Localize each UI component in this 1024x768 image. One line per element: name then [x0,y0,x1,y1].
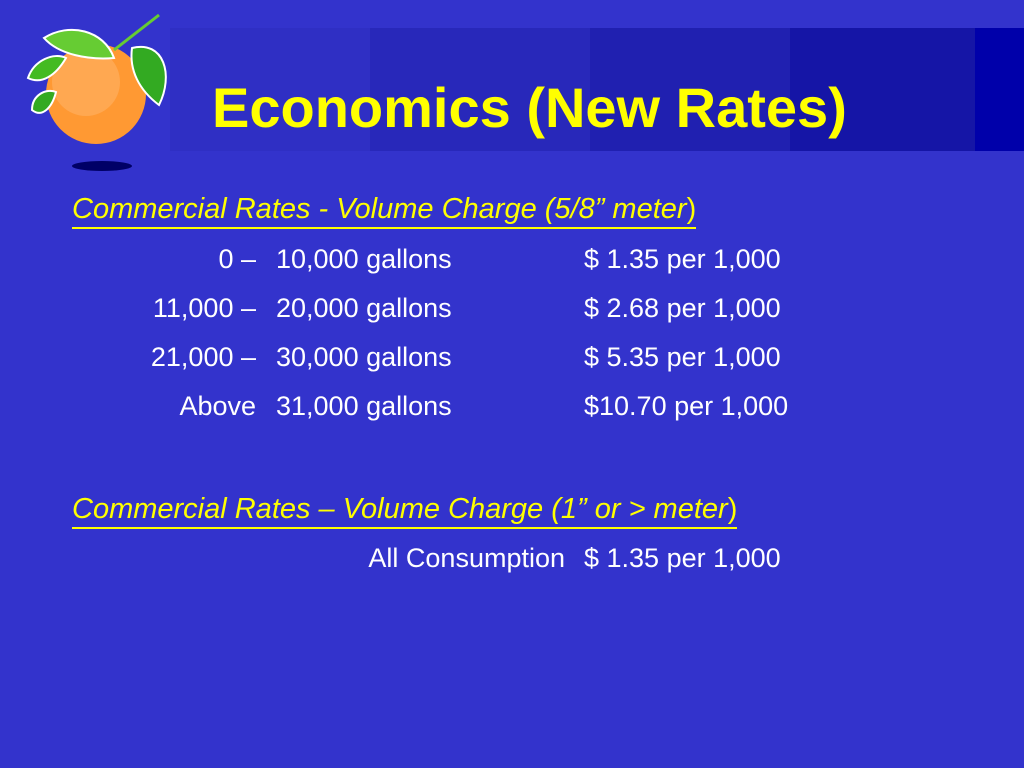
section-heading-5-8-meter: Commercial Rates - Volume Charge (5/8” m… [72,192,697,229]
consumption-label: All Consumption [368,543,565,573]
heading-rest-part: – Volume Charge (1” or > meter [310,493,728,525]
rate-price: $ 2.68 per 1,000 [584,293,781,323]
section-heading-1-inch-meter: Commercial Rates – Volume Charge (1” or … [72,492,738,529]
heading-rest-part: - Volume Charge (5/8” meter [310,193,687,225]
header-bar-3 [590,28,790,151]
range-from: 0 – [218,244,256,274]
range-from: Above [179,391,256,421]
rate-row: 0 – 10,000 gallons $ 1.35 per 1,000 [0,239,1024,279]
range-from: 21,000 – [150,342,256,372]
rate-row: Above 31,000 gallons $10.70 per 1,000 [0,386,1024,426]
rate-price: $10.70 per 1,000 [584,391,789,421]
range-to: 31,000 gallons [276,391,452,421]
header-bar-1 [170,28,370,151]
heading-close-paren: ) [686,193,697,225]
heading-italic-part: Commercial Rates [72,193,311,225]
range-from: 11,000 – [152,293,256,323]
heading-close-paren: ) [727,493,738,525]
rate-price: $ 1.35 per 1,000 [584,244,781,274]
page-title: Economics (New Rates) [212,76,847,139]
range-to: 30,000 gallons [276,342,452,372]
range-to: 10,000 gallons [276,244,452,274]
rate-row: 21,000 – 30,000 gallons $ 5.35 per 1,000 [0,337,1024,377]
header-bar-4 [790,28,975,151]
rate-price: $ 5.35 per 1,000 [584,342,781,372]
heading-italic-part: Commercial Rates [72,493,311,525]
header-bar-5 [975,28,1024,151]
orange-fruit-icon [26,13,167,171]
rate-row: 11,000 – 20,000 gallons $ 2.68 per 1,000 [0,288,1024,328]
rate-row: All Consumption $ 1.35 per 1,000 [0,538,1024,578]
rate-price: $ 1.35 per 1,000 [584,543,781,573]
header-bar-2 [370,28,590,151]
range-to: 20,000 gallons [276,293,452,323]
